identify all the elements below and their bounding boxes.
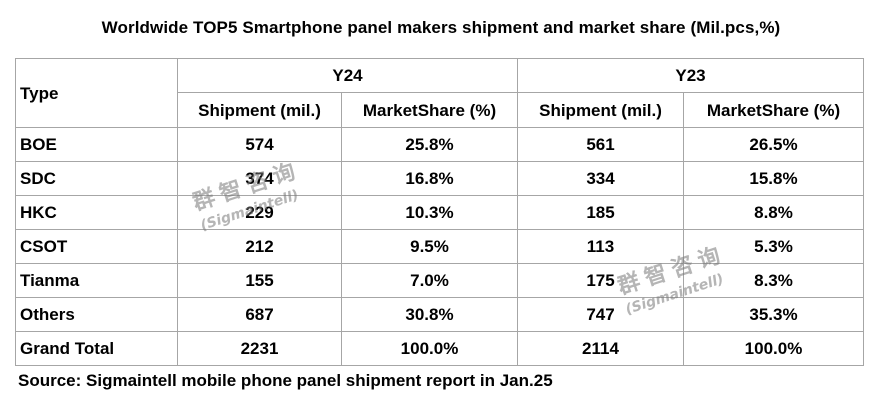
table-row-total: Grand Total 2231 100.0% 2114 100.0% xyxy=(15,331,864,366)
row-name: Tianma xyxy=(15,263,178,298)
y24-shipment-cell: 2231 xyxy=(177,331,342,366)
y23-shipment-cell: 113 xyxy=(517,229,684,264)
y23-shipment-cell: 747 xyxy=(517,297,684,332)
group-header-y24: Y24 xyxy=(177,58,518,93)
column-header-y23-shipment: Shipment (mil.) xyxy=(517,92,684,128)
table-title: Worldwide TOP5 Smartphone panel makers s… xyxy=(101,18,781,37)
y24-shipment-cell: 687 xyxy=(177,297,342,332)
shipment-table: Type Y24 Y23 Shipment (mil.) MarketShare… xyxy=(15,58,864,366)
y23-share-cell: 35.3% xyxy=(683,297,864,332)
y24-share-cell: 7.0% xyxy=(341,263,518,298)
y23-shipment-cell: 561 xyxy=(517,127,684,162)
column-header-y23-share: MarketShare (%) xyxy=(683,92,864,128)
y24-share-cell: 9.5% xyxy=(341,229,518,264)
row-name: Grand Total xyxy=(15,331,178,366)
type-header: Type xyxy=(15,58,178,128)
row-name: HKC xyxy=(15,195,178,230)
y23-shipment-cell: 185 xyxy=(517,195,684,230)
y23-shipment-cell: 2114 xyxy=(517,331,684,366)
header-row-columns: Shipment (mil.) MarketShare (%) Shipment… xyxy=(16,92,864,128)
y23-share-cell: 15.8% xyxy=(683,161,864,196)
y24-shipment-cell: 229 xyxy=(177,195,342,230)
y24-share-cell: 25.8% xyxy=(341,127,518,162)
y23-share-cell: 100.0% xyxy=(683,331,864,366)
row-name: CSOT xyxy=(15,229,178,264)
y24-shipment-cell: 574 xyxy=(177,127,342,162)
row-name: SDC xyxy=(15,161,178,196)
table-row: Tianma 155 7.0% 175 8.3% xyxy=(15,263,864,298)
source-note: Source: Sigmaintell mobile phone panel s… xyxy=(18,371,553,390)
column-header-y24-shipment: Shipment (mil.) xyxy=(177,92,342,128)
y23-shipment-cell: 334 xyxy=(517,161,684,196)
y24-shipment-cell: 155 xyxy=(177,263,342,298)
y24-share-cell: 16.8% xyxy=(341,161,518,196)
y23-shipment-cell: 175 xyxy=(517,263,684,298)
column-header-y24-share: MarketShare (%) xyxy=(341,92,518,128)
y24-shipment-cell: 374 xyxy=(177,161,342,196)
y23-share-cell: 5.3% xyxy=(683,229,864,264)
group-header-y23: Y23 xyxy=(517,58,864,93)
row-name: BOE xyxy=(15,127,178,162)
table-row: SDC 374 16.8% 334 15.8% xyxy=(15,161,864,196)
y24-share-cell: 30.8% xyxy=(341,297,518,332)
table-row: BOE 574 25.8% 561 26.5% xyxy=(15,127,864,162)
y23-share-cell: 26.5% xyxy=(683,127,864,162)
y23-share-cell: 8.3% xyxy=(683,263,864,298)
header-row-groups: Type Y24 Y23 xyxy=(15,58,864,128)
y24-share-cell: 100.0% xyxy=(341,331,518,366)
y24-shipment-cell: 212 xyxy=(177,229,342,264)
table-row: CSOT 212 9.5% 113 5.3% xyxy=(15,229,864,264)
y23-share-cell: 8.8% xyxy=(683,195,864,230)
row-name: Others xyxy=(15,297,178,332)
y24-share-cell: 10.3% xyxy=(341,195,518,230)
table-row: HKC 229 10.3% 185 8.8% xyxy=(15,195,864,230)
table-row: Others 687 30.8% 747 35.3% xyxy=(15,297,864,332)
